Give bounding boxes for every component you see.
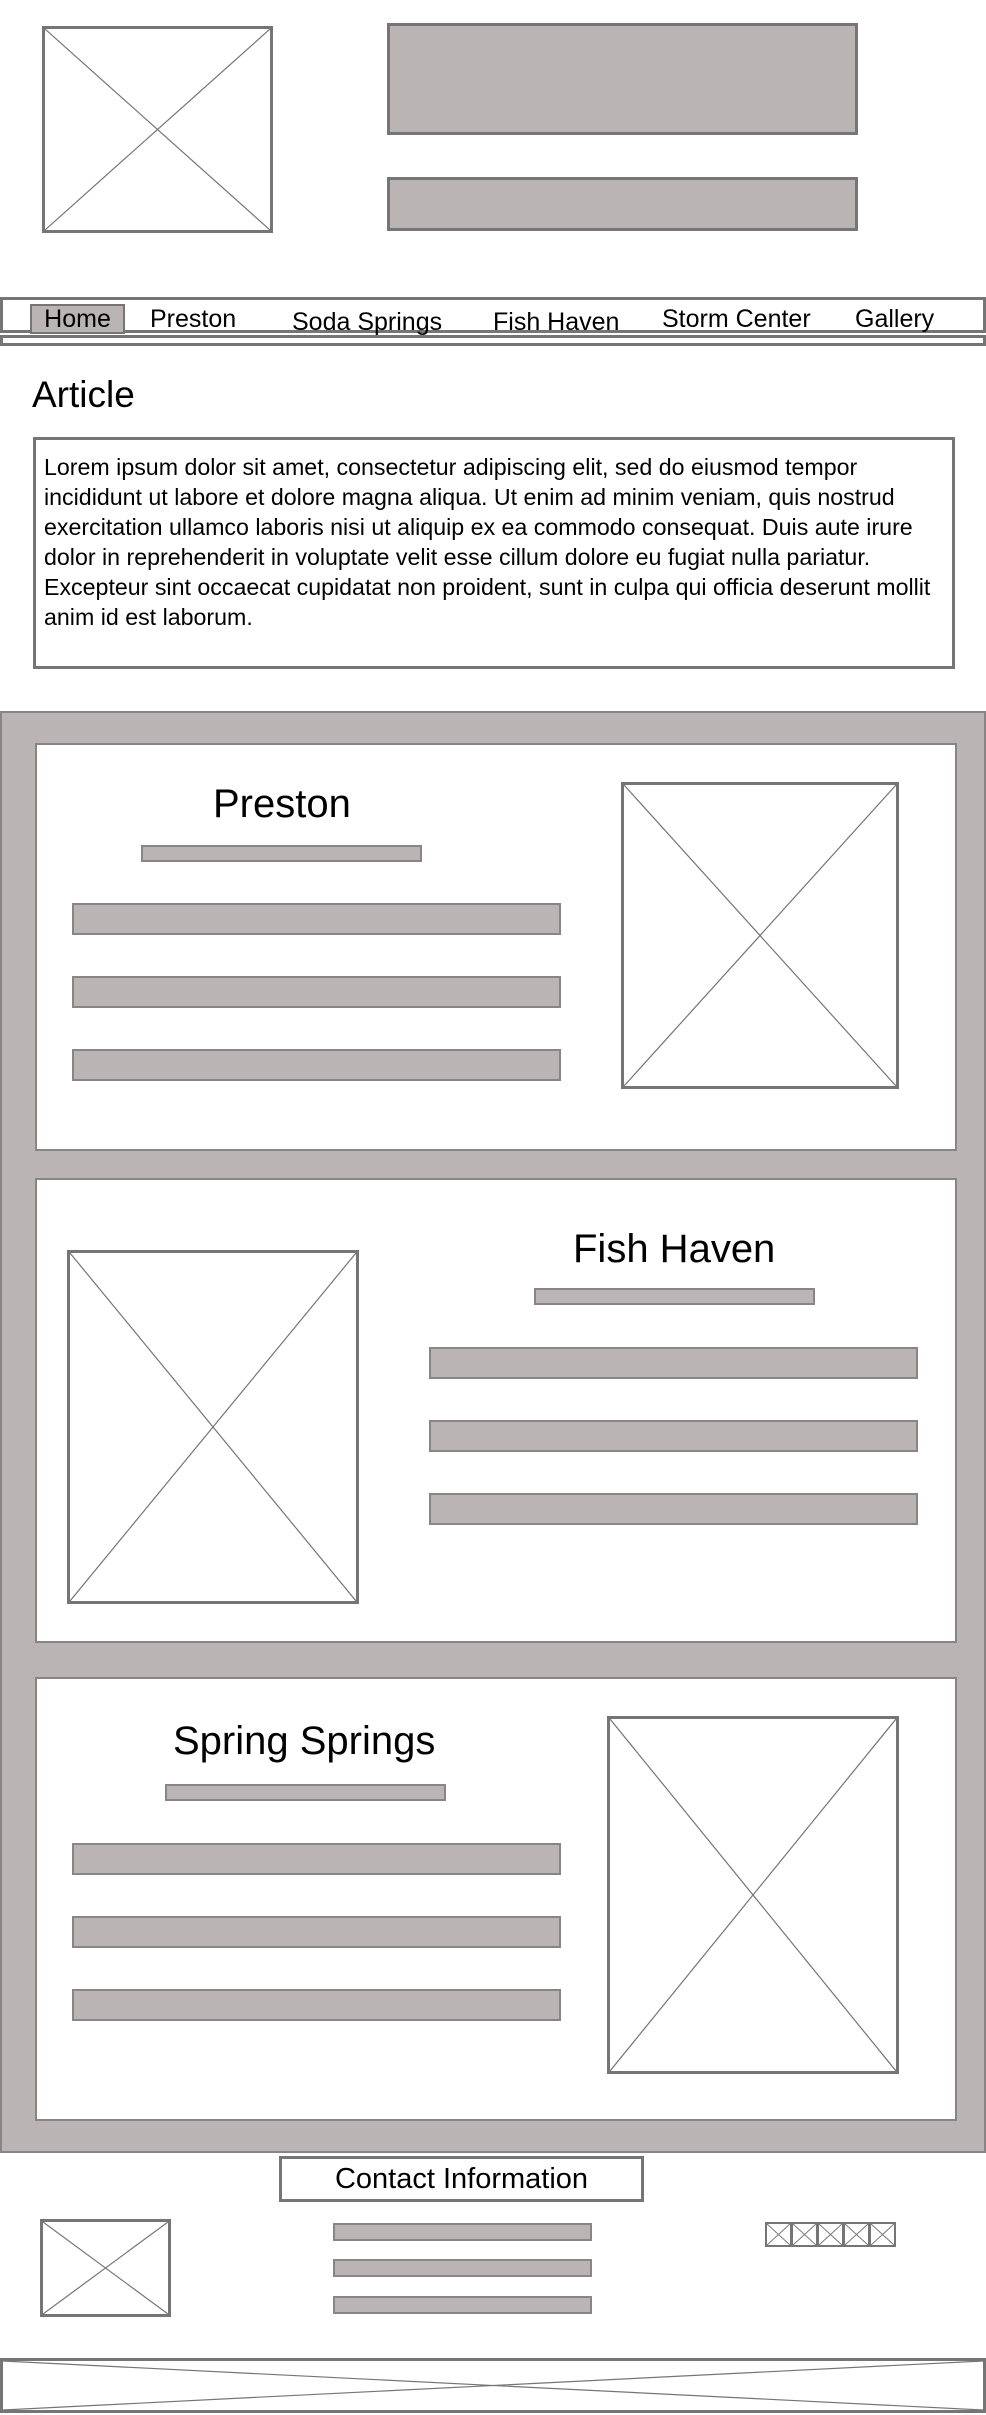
title-underline-bar (141, 845, 422, 862)
social-media-icon[interactable] (765, 2222, 792, 2247)
contact-line-bar (333, 2296, 592, 2314)
text-line-bar (429, 1493, 918, 1525)
social-media-icon[interactable] (817, 2222, 844, 2247)
title-underline-bar (165, 1784, 446, 1801)
contact-line-bar (333, 2223, 592, 2241)
image-placeholder-icon (45, 29, 270, 230)
town-card-fish-haven: Fish Haven (35, 1178, 957, 1643)
text-line-bar (72, 903, 561, 935)
nav-item-gallery[interactable]: Gallery (855, 305, 935, 333)
nav-item-storm-center[interactable]: Storm Center (662, 305, 811, 333)
footer-logo-placeholder (40, 2219, 171, 2317)
text-line-bar (72, 1843, 561, 1875)
footer-banner-placeholder (0, 2358, 986, 2413)
logo-image-placeholder (42, 26, 273, 233)
nav-item-home[interactable]: Home (30, 304, 125, 334)
image-placeholder-icon (624, 785, 896, 1086)
main-navigation: Home Preston Soda Springs Fish Haven Sto… (0, 297, 986, 336)
article-heading: Article (32, 374, 135, 415)
article-text: Lorem ipsum dolor sit amet, consectetur … (33, 437, 955, 669)
text-line-bar (429, 1420, 918, 1452)
image-placeholder-icon (43, 2222, 168, 2314)
nav-divider (0, 335, 986, 346)
image-placeholder-icon (70, 1253, 356, 1601)
text-line-bar (429, 1347, 918, 1379)
text-line-bar (72, 1049, 561, 1081)
nav-item-fish-haven[interactable]: Fish Haven (493, 308, 620, 336)
text-line-bar (72, 1916, 561, 1948)
town-image-placeholder (621, 782, 899, 1089)
social-links (765, 2222, 897, 2247)
social-media-icon[interactable] (869, 2222, 896, 2247)
header-title-block (387, 23, 858, 135)
social-media-icon[interactable] (843, 2222, 870, 2247)
text-line-bar (72, 1989, 561, 2021)
title-underline-bar (534, 1288, 815, 1305)
image-placeholder-icon (3, 2361, 983, 2410)
header-subtitle-block (387, 177, 858, 231)
text-line-bar (72, 976, 561, 1008)
social-media-icon[interactable] (791, 2222, 818, 2247)
town-image-placeholder (67, 1250, 359, 1604)
town-card-preston: Preston (35, 743, 957, 1151)
town-image-placeholder (607, 1716, 899, 2074)
contact-line-bar (333, 2259, 592, 2277)
town-card-title: Spring Springs (173, 1719, 436, 1763)
town-card-title: Preston (213, 782, 351, 826)
nav-item-preston[interactable]: Preston (150, 305, 237, 333)
town-card-title: Fish Haven (573, 1227, 776, 1271)
contact-information-heading: Contact Information (279, 2156, 644, 2202)
town-card-spring-springs: Spring Springs (35, 1677, 957, 2121)
image-placeholder-icon (610, 1719, 896, 2071)
towns-section: Preston Fish Haven Spring Springs (0, 711, 986, 2153)
nav-item-soda-springs[interactable]: Soda Springs (292, 308, 443, 336)
